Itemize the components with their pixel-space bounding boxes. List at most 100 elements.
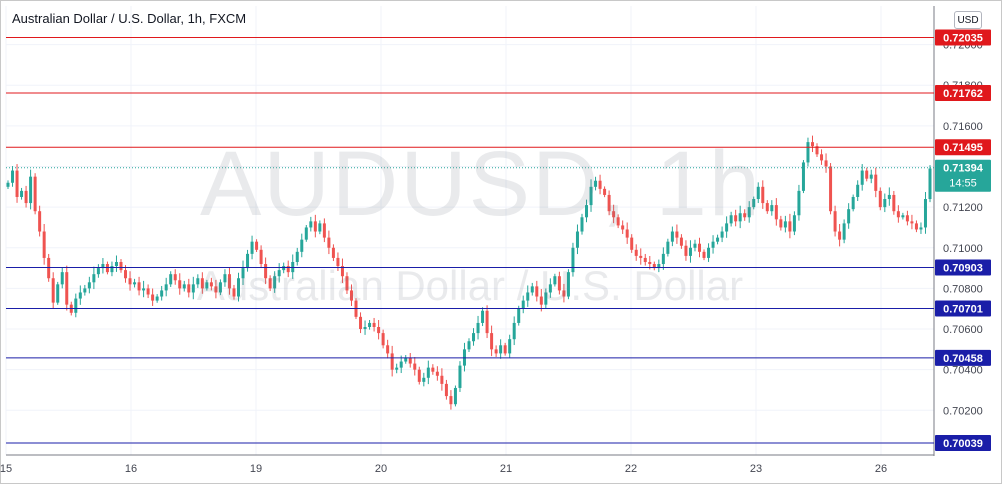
candle-body — [128, 278, 132, 285]
currency-badge[interactable]: USD — [954, 11, 982, 29]
candle-body — [246, 253, 250, 269]
level-label-box — [935, 84, 991, 101]
candle-body — [928, 168, 932, 200]
candle-body — [164, 284, 168, 291]
candle-body — [806, 142, 810, 163]
candle-body — [788, 221, 792, 232]
candle-body — [594, 180, 598, 187]
candle-body — [472, 333, 476, 342]
candle-body — [535, 286, 539, 297]
candle-body — [566, 272, 570, 297]
candle-body — [435, 371, 439, 376]
candle-body — [765, 203, 769, 212]
level-label-box — [935, 139, 991, 156]
watermark-name: Australian Dollar / U.S. Dollar — [196, 262, 744, 309]
candle-body — [490, 333, 494, 350]
candle-body — [725, 223, 729, 232]
candle-body — [29, 176, 33, 204]
candle-body — [702, 251, 706, 258]
x-tick-label: 21 — [500, 463, 512, 475]
candle-body — [38, 211, 42, 232]
candle-body — [56, 284, 60, 303]
candle-body — [336, 257, 340, 267]
candle-body — [404, 357, 408, 362]
candle-body — [42, 231, 46, 258]
candle-body — [679, 237, 683, 246]
candle-body — [829, 166, 833, 212]
candle-body — [218, 282, 222, 293]
level-label: 0.70701 — [943, 304, 983, 316]
candle-body — [295, 251, 299, 262]
y-tick-label: 0.70800 — [943, 283, 983, 295]
candle-body — [60, 272, 64, 285]
candle-body — [517, 308, 521, 323]
candle-body — [182, 284, 186, 289]
candle-body — [422, 377, 426, 382]
candle-body — [603, 188, 607, 195]
candle-body — [264, 264, 268, 279]
candle-body — [286, 266, 290, 273]
candle-body — [340, 266, 344, 277]
candle-body — [494, 349, 498, 354]
candle-body — [227, 274, 231, 289]
candle-body — [797, 190, 801, 216]
level-label-box — [935, 29, 991, 46]
candle-body — [282, 266, 286, 271]
candle-body — [688, 247, 692, 256]
candle-body — [720, 231, 724, 238]
candle-body — [119, 261, 123, 271]
level-label-box — [935, 259, 991, 276]
candle-body — [815, 146, 819, 155]
candle-body — [200, 278, 204, 289]
candle-body — [734, 215, 738, 222]
x-tick-label: 15 — [0, 463, 12, 475]
candle-body — [833, 211, 837, 232]
candle-body — [110, 266, 114, 273]
candle-body — [856, 184, 860, 197]
candle-body — [178, 280, 182, 289]
candle-body — [630, 237, 634, 250]
candle-body — [453, 387, 457, 405]
candle-body — [15, 170, 19, 197]
candle-body — [666, 241, 670, 254]
candle-body — [223, 274, 227, 283]
candle-body — [20, 190, 24, 197]
candle-body — [544, 292, 548, 305]
candle-body — [431, 367, 435, 372]
chart-title: Australian Dollar / U.S. Dollar, 1h, FXC… — [12, 11, 247, 26]
candle-body — [851, 196, 855, 210]
candle-body — [892, 194, 896, 212]
candle-body — [449, 396, 453, 405]
candle-body — [792, 215, 796, 232]
candle-body — [499, 345, 503, 354]
candle-body — [372, 322, 376, 328]
candle-body — [698, 243, 701, 252]
candle-body — [273, 276, 277, 289]
candle-body — [589, 186, 593, 206]
candle-body — [322, 223, 326, 238]
candle-body — [553, 276, 557, 285]
candle-body — [78, 292, 82, 299]
candle-body — [65, 272, 69, 305]
candle-body — [24, 190, 28, 204]
candle-body — [377, 327, 381, 334]
candle-body — [191, 284, 195, 293]
candle-body — [508, 339, 512, 354]
candle-body — [209, 282, 213, 287]
candle-body — [761, 186, 765, 204]
candle-body — [137, 282, 141, 291]
candle-body — [114, 261, 118, 267]
candle-body — [607, 194, 611, 212]
candle-body — [860, 170, 864, 185]
watermark-symbol: AUDUSD, 1h — [200, 133, 762, 235]
candle-body — [752, 199, 756, 208]
candle-body — [300, 239, 304, 252]
candle-body — [309, 221, 313, 228]
candle-body — [774, 205, 778, 220]
candle-body — [526, 292, 530, 301]
candle-body — [711, 241, 715, 248]
candle-body — [652, 264, 656, 269]
candle-body — [386, 345, 390, 354]
